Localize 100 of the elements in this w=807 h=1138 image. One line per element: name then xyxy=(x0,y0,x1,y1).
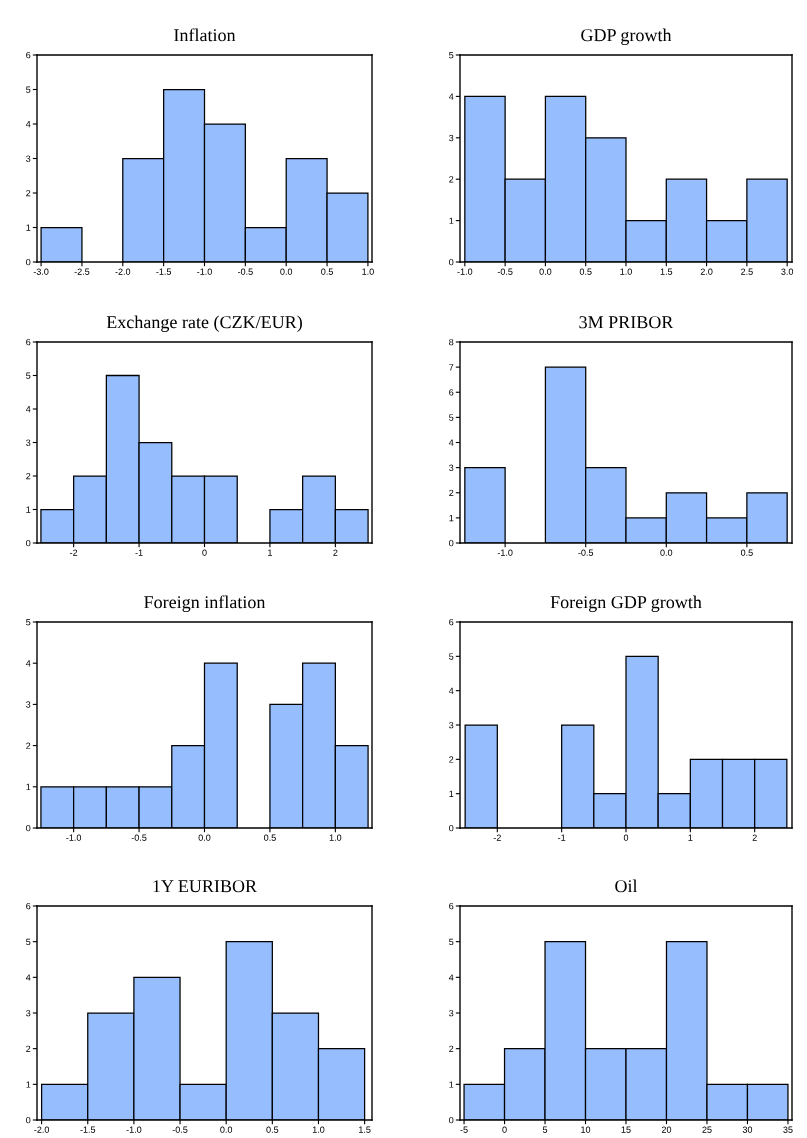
y-tick-label: 4 xyxy=(448,974,454,981)
x-tick-label: -2 xyxy=(70,549,78,556)
y-tick-label: 1 xyxy=(26,506,31,513)
x-tick-label: 0.0 xyxy=(280,268,293,275)
x-tick-label: 1.0 xyxy=(362,268,374,275)
y-tick-label: 4 xyxy=(25,974,31,981)
chart-title: 1Y EURIBOR xyxy=(153,880,258,893)
x-tick-label: 1.5 xyxy=(359,1126,371,1133)
x-tick-label: 0 xyxy=(623,834,629,841)
y-tick-label: 4 xyxy=(25,406,31,413)
y-tick-label: 5 xyxy=(26,619,31,626)
x-tick-label: 2.0 xyxy=(700,268,713,275)
y-tick-label: 5 xyxy=(449,414,454,421)
y-tick-label: 5 xyxy=(26,938,31,946)
x-tick-label: 20 xyxy=(661,1126,672,1133)
x-tick-label: -1 xyxy=(135,549,143,556)
y-tick-label: 1 xyxy=(449,217,454,224)
x-tick-label: -0.5 xyxy=(497,268,513,275)
y-tick-label: 3 xyxy=(26,439,31,446)
y-tick-label: 1 xyxy=(26,224,31,231)
chart-title: Foreign inflation xyxy=(144,595,266,613)
y-tick-label: 8 xyxy=(449,338,454,346)
y-tick-label: 4 xyxy=(448,687,454,694)
y-tick-label: 6 xyxy=(449,618,454,626)
chart-title: Oil xyxy=(615,879,638,893)
x-tick-label: 30 xyxy=(742,1126,753,1133)
y-tick-label: 0 xyxy=(26,539,31,547)
x-tick-label: 2 xyxy=(752,834,757,841)
x-tick-label: 1.0 xyxy=(329,834,342,841)
y-tick-label: 0 xyxy=(449,539,454,547)
y-tick-label: 2 xyxy=(449,176,454,183)
x-tick-label: 0.5 xyxy=(740,549,753,556)
chart-title: Inflation xyxy=(174,28,236,42)
y-tick-label: 5 xyxy=(449,52,454,59)
y-tick-label: 5 xyxy=(449,653,454,660)
y-tick-label: 0 xyxy=(26,1116,31,1124)
y-tick-label: 6 xyxy=(449,902,454,910)
x-tick-label: 35 xyxy=(783,1126,793,1133)
y-tick-label: 1 xyxy=(449,1081,454,1088)
x-tick-label: -1 xyxy=(558,834,566,841)
y-tick-label: 0 xyxy=(26,258,31,266)
x-tick-label: 0.5 xyxy=(579,268,592,275)
y-tick-label: 6 xyxy=(26,902,31,910)
y-tick-label: 6 xyxy=(449,389,454,396)
x-tick-label: 0 xyxy=(202,549,207,556)
y-tick-label: 3 xyxy=(449,134,454,142)
y-tick-label: 2 xyxy=(26,742,31,749)
y-tick-label: 0 xyxy=(449,258,454,266)
y-tick-label: 7 xyxy=(449,364,454,371)
chart-title: Exchange rate (CZK/EUR) xyxy=(106,315,302,333)
y-tick-label: 6 xyxy=(26,51,31,59)
x-tick-label: -1.0 xyxy=(66,834,82,841)
y-tick-label: 3 xyxy=(449,721,454,729)
x-tick-label: -0.5 xyxy=(578,549,594,556)
y-tick-label: 0 xyxy=(449,824,454,832)
y-tick-label: 2 xyxy=(449,1045,454,1052)
y-tick-label: 1 xyxy=(26,1081,31,1088)
y-tick-label: 3 xyxy=(449,464,454,471)
x-tick-label: 0.5 xyxy=(321,268,333,275)
x-tick-label: -0.5 xyxy=(172,1126,188,1133)
y-tick-label: 3 xyxy=(26,701,31,708)
x-tick-label: -3.0 xyxy=(33,268,49,275)
y-tick-label: 1 xyxy=(26,783,31,791)
x-tick-label: -5 xyxy=(460,1126,468,1133)
y-tick-label: 3 xyxy=(26,1009,31,1017)
x-tick-label: 2 xyxy=(333,549,338,556)
x-tick-label: -2.0 xyxy=(34,1126,50,1133)
x-tick-label: -2.5 xyxy=(74,268,90,275)
x-tick-label: 5 xyxy=(542,1126,548,1133)
x-tick-label: 10 xyxy=(581,1126,591,1133)
x-tick-label: 1.5 xyxy=(660,268,673,275)
x-tick-label: 0.5 xyxy=(266,1126,279,1133)
chart-title: 3M PRIBOR xyxy=(579,316,674,329)
x-tick-label: -1.5 xyxy=(156,268,172,275)
chart-title: Foreign GDP growth xyxy=(550,595,702,613)
y-tick-label: 0 xyxy=(26,824,31,832)
x-tick-label: -2 xyxy=(493,834,501,841)
y-tick-label: 3 xyxy=(26,155,31,162)
y-tick-label: 2 xyxy=(26,472,31,480)
y-tick-label: 5 xyxy=(26,372,31,379)
y-tick-label: 2 xyxy=(26,1045,31,1052)
x-tick-label: 0.0 xyxy=(539,268,552,275)
x-tick-label: -2.0 xyxy=(115,268,131,275)
x-tick-label: 1.0 xyxy=(312,1126,325,1133)
y-tick-label: 4 xyxy=(25,121,31,128)
y-tick-label: 4 xyxy=(25,660,31,667)
x-tick-label: 0.0 xyxy=(198,834,211,841)
y-tick-label: 1 xyxy=(449,514,454,522)
y-tick-label: 2 xyxy=(449,489,454,497)
x-tick-label: -1.0 xyxy=(457,268,473,275)
x-tick-label: 0.5 xyxy=(264,834,276,841)
x-tick-label: -1.5 xyxy=(80,1126,96,1133)
x-tick-label: 3.0 xyxy=(781,268,794,275)
x-tick-label: 0.0 xyxy=(220,1126,233,1133)
x-tick-label: 0.0 xyxy=(660,549,673,556)
x-tick-label: 0 xyxy=(502,1126,507,1133)
y-tick-label: 1 xyxy=(449,790,454,797)
y-tick-label: 5 xyxy=(449,938,454,946)
y-tick-label: 3 xyxy=(449,1009,454,1017)
x-tick-label: 2.5 xyxy=(741,268,753,275)
